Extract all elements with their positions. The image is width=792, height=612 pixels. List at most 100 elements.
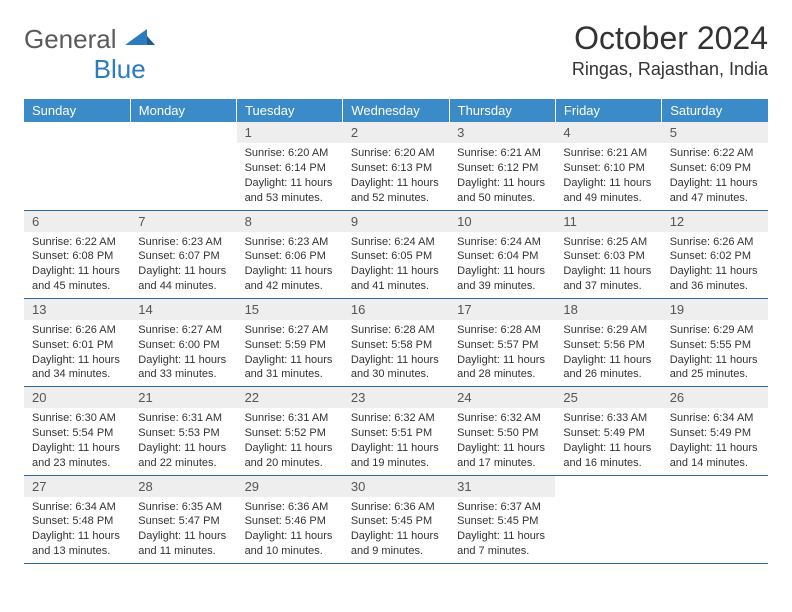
day-data: Sunrise: 6:28 AMSunset: 5:58 PMDaylight:… [343,320,449,386]
calendar-cell: 15Sunrise: 6:27 AMSunset: 5:59 PMDayligh… [237,298,343,386]
calendar-cell: 14Sunrise: 6:27 AMSunset: 6:00 PMDayligh… [130,298,236,386]
calendar-cell: 10Sunrise: 6:24 AMSunset: 6:04 PMDayligh… [449,210,555,298]
day-number: 18 [555,299,661,320]
calendar-cell: 24Sunrise: 6:32 AMSunset: 5:50 PMDayligh… [449,387,555,475]
day-number: 12 [662,211,768,232]
day-data: Sunrise: 6:20 AMSunset: 6:14 PMDaylight:… [237,143,343,209]
weekday-thursday: Thursday [449,99,555,122]
calendar-cell: 4Sunrise: 6:21 AMSunset: 6:10 PMDaylight… [555,122,661,210]
calendar-cell: 9Sunrise: 6:24 AMSunset: 6:05 PMDaylight… [343,210,449,298]
day-data: Sunrise: 6:26 AMSunset: 6:02 PMDaylight:… [662,232,768,298]
day-number: 28 [130,476,236,497]
day-data: Sunrise: 6:31 AMSunset: 5:52 PMDaylight:… [237,408,343,474]
day-number: 26 [662,387,768,408]
calendar-cell [24,122,130,210]
day-number: 11 [555,211,661,232]
day-number: 24 [449,387,555,408]
day-number: 8 [237,211,343,232]
day-number: 16 [343,299,449,320]
day-data: Sunrise: 6:28 AMSunset: 5:57 PMDaylight:… [449,320,555,386]
day-number: 3 [449,122,555,143]
calendar-cell: 25Sunrise: 6:33 AMSunset: 5:49 PMDayligh… [555,387,661,475]
calendar-table: Sunday Monday Tuesday Wednesday Thursday… [24,99,768,564]
calendar-cell: 30Sunrise: 6:36 AMSunset: 5:45 PMDayligh… [343,475,449,563]
day-number: 13 [24,299,130,320]
day-number: 19 [662,299,768,320]
day-data: Sunrise: 6:37 AMSunset: 5:45 PMDaylight:… [449,497,555,563]
day-data: Sunrise: 6:22 AMSunset: 6:08 PMDaylight:… [24,232,130,298]
calendar-cell: 19Sunrise: 6:29 AMSunset: 5:55 PMDayligh… [662,298,768,386]
day-number: 14 [130,299,236,320]
day-data: Sunrise: 6:32 AMSunset: 5:51 PMDaylight:… [343,408,449,474]
calendar-cell: 12Sunrise: 6:26 AMSunset: 6:02 PMDayligh… [662,210,768,298]
day-data: Sunrise: 6:23 AMSunset: 6:06 PMDaylight:… [237,232,343,298]
day-number: 1 [237,122,343,143]
logo: General [24,24,157,55]
day-data: Sunrise: 6:36 AMSunset: 5:45 PMDaylight:… [343,497,449,563]
day-data: Sunrise: 6:20 AMSunset: 6:13 PMDaylight:… [343,143,449,209]
calendar-row: 13Sunrise: 6:26 AMSunset: 6:01 PMDayligh… [24,298,768,386]
day-number: 2 [343,122,449,143]
day-data: Sunrise: 6:34 AMSunset: 5:49 PMDaylight:… [662,408,768,474]
day-data: Sunrise: 6:35 AMSunset: 5:47 PMDaylight:… [130,497,236,563]
day-number: 6 [24,211,130,232]
calendar-cell [662,475,768,563]
day-number: 17 [449,299,555,320]
calendar-cell: 31Sunrise: 6:37 AMSunset: 5:45 PMDayligh… [449,475,555,563]
calendar-cell: 8Sunrise: 6:23 AMSunset: 6:06 PMDaylight… [237,210,343,298]
day-data: Sunrise: 6:29 AMSunset: 5:55 PMDaylight:… [662,320,768,386]
day-data: Sunrise: 6:24 AMSunset: 6:05 PMDaylight:… [343,232,449,298]
calendar-cell: 7Sunrise: 6:23 AMSunset: 6:07 PMDaylight… [130,210,236,298]
day-number: 4 [555,122,661,143]
logo-triangle-icon [125,27,155,52]
calendar-row: 6Sunrise: 6:22 AMSunset: 6:08 PMDaylight… [24,210,768,298]
day-number: 27 [24,476,130,497]
weekday-monday: Monday [130,99,236,122]
calendar-cell: 13Sunrise: 6:26 AMSunset: 6:01 PMDayligh… [24,298,130,386]
day-data: Sunrise: 6:27 AMSunset: 5:59 PMDaylight:… [237,320,343,386]
calendar-cell: 21Sunrise: 6:31 AMSunset: 5:53 PMDayligh… [130,387,236,475]
day-data: Sunrise: 6:36 AMSunset: 5:46 PMDaylight:… [237,497,343,563]
calendar-row: 1Sunrise: 6:20 AMSunset: 6:14 PMDaylight… [24,122,768,210]
month-title: October 2024 [572,20,768,57]
calendar-cell [130,122,236,210]
calendar-cell: 16Sunrise: 6:28 AMSunset: 5:58 PMDayligh… [343,298,449,386]
day-number: 30 [343,476,449,497]
calendar-cell: 26Sunrise: 6:34 AMSunset: 5:49 PMDayligh… [662,387,768,475]
title-block: October 2024 Ringas, Rajasthan, India [572,20,768,80]
logo-text-blue: Blue [94,54,146,85]
calendar-cell: 3Sunrise: 6:21 AMSunset: 6:12 PMDaylight… [449,122,555,210]
day-number: 10 [449,211,555,232]
day-data: Sunrise: 6:30 AMSunset: 5:54 PMDaylight:… [24,408,130,474]
day-data: Sunrise: 6:22 AMSunset: 6:09 PMDaylight:… [662,143,768,209]
calendar-row: 27Sunrise: 6:34 AMSunset: 5:48 PMDayligh… [24,475,768,563]
day-number: 21 [130,387,236,408]
day-data: Sunrise: 6:27 AMSunset: 6:00 PMDaylight:… [130,320,236,386]
weekday-sunday: Sunday [24,99,130,122]
day-data: Sunrise: 6:29 AMSunset: 5:56 PMDaylight:… [555,320,661,386]
calendar-cell: 29Sunrise: 6:36 AMSunset: 5:46 PMDayligh… [237,475,343,563]
location: Ringas, Rajasthan, India [572,59,768,80]
day-data: Sunrise: 6:21 AMSunset: 6:12 PMDaylight:… [449,143,555,209]
day-data: Sunrise: 6:32 AMSunset: 5:50 PMDaylight:… [449,408,555,474]
calendar-cell: 6Sunrise: 6:22 AMSunset: 6:08 PMDaylight… [24,210,130,298]
calendar-cell: 28Sunrise: 6:35 AMSunset: 5:47 PMDayligh… [130,475,236,563]
calendar-row: 20Sunrise: 6:30 AMSunset: 5:54 PMDayligh… [24,387,768,475]
day-data: Sunrise: 6:31 AMSunset: 5:53 PMDaylight:… [130,408,236,474]
day-data: Sunrise: 6:25 AMSunset: 6:03 PMDaylight:… [555,232,661,298]
day-data: Sunrise: 6:26 AMSunset: 6:01 PMDaylight:… [24,320,130,386]
calendar-cell [555,475,661,563]
day-number: 23 [343,387,449,408]
day-number: 25 [555,387,661,408]
weekday-friday: Friday [555,99,661,122]
weekday-header-row: Sunday Monday Tuesday Wednesday Thursday… [24,99,768,122]
day-data: Sunrise: 6:21 AMSunset: 6:10 PMDaylight:… [555,143,661,209]
day-number: 15 [237,299,343,320]
calendar-cell: 5Sunrise: 6:22 AMSunset: 6:09 PMDaylight… [662,122,768,210]
calendar-cell: 17Sunrise: 6:28 AMSunset: 5:57 PMDayligh… [449,298,555,386]
day-data: Sunrise: 6:24 AMSunset: 6:04 PMDaylight:… [449,232,555,298]
day-number: 31 [449,476,555,497]
calendar-cell: 1Sunrise: 6:20 AMSunset: 6:14 PMDaylight… [237,122,343,210]
day-number: 22 [237,387,343,408]
calendar-cell: 18Sunrise: 6:29 AMSunset: 5:56 PMDayligh… [555,298,661,386]
